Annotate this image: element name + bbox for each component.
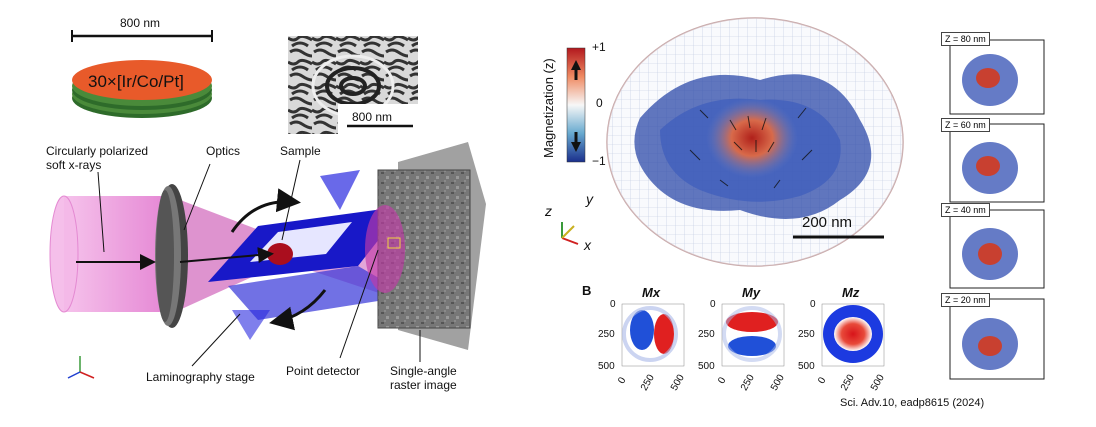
map-my-ytick-0: 0	[710, 299, 716, 310]
slice-panels	[949, 39, 1045, 380]
label-detector: Point detector	[286, 364, 361, 378]
colorbar-tick-top: +1	[592, 40, 606, 54]
map-mx-ytick-2: 500	[598, 361, 615, 372]
axis-x-label: x	[584, 237, 591, 253]
map-my-ytick-2: 500	[698, 361, 715, 372]
slice-label-60: Z = 60 nm	[941, 118, 990, 132]
map-mx-ytick-1: 250	[598, 329, 615, 340]
axis-z-label: z	[545, 203, 552, 219]
xyz-axes-icon	[67, 356, 95, 379]
scale-label-inset: 800 nm	[352, 110, 393, 124]
sample-disk	[267, 243, 293, 265]
label-optics: Optics	[206, 144, 241, 158]
slice-label-80: Z = 80 nm	[941, 32, 990, 46]
map-my-ytick-1: 250	[698, 329, 715, 340]
scale-label-top: 800 nm	[120, 16, 161, 30]
optics-lens	[155, 184, 188, 328]
map-mx-title: Mx	[642, 285, 661, 300]
slice-label-40: Z = 40 nm	[941, 203, 990, 217]
map-mz-title: Mz	[842, 285, 860, 300]
rotation-arrow-top	[230, 188, 301, 233]
disk-label: 30×[Ir/Co/Pt]	[88, 72, 184, 91]
panel-b-letter: B	[582, 283, 592, 298]
map-mx	[621, 303, 685, 367]
label-xray: Circularly polarized soft x-rays	[46, 144, 149, 172]
axis-y-label: y	[586, 191, 593, 207]
multilayer-disk	[72, 60, 212, 118]
map-my-title: My	[742, 285, 761, 300]
label-stage: Laminography stage	[146, 370, 255, 384]
map-mx-ytick-0: 0	[610, 299, 616, 310]
skyrmion-3d-render	[606, 17, 904, 267]
slice-label-20: Z = 20 nm	[941, 293, 990, 307]
map-my	[721, 303, 785, 367]
raster-image	[365, 142, 486, 350]
map-mz-ytick-0: 0	[810, 299, 816, 310]
label-sample: Sample	[280, 144, 321, 158]
colorbar-tick-mid: 0	[596, 96, 603, 110]
rotation-arrow-bottom	[269, 289, 327, 331]
citation: Sci. Adv.10, eadp8615 (2024)	[840, 397, 985, 409]
map-mz	[821, 303, 885, 367]
colorbar-title: Magnetization (z)	[541, 58, 556, 158]
label-raster: Single-angle raster image	[390, 364, 457, 392]
xyz-axes-3d-icon	[561, 222, 579, 245]
colorbar	[566, 47, 586, 163]
map-mz-ytick-2: 500	[798, 361, 815, 372]
map-mz-ytick-1: 250	[798, 329, 815, 340]
scale-label-3d: 200 nm	[802, 214, 853, 231]
mfm-inset-image	[288, 36, 418, 134]
colorbar-tick-bottom: −1	[592, 154, 606, 168]
